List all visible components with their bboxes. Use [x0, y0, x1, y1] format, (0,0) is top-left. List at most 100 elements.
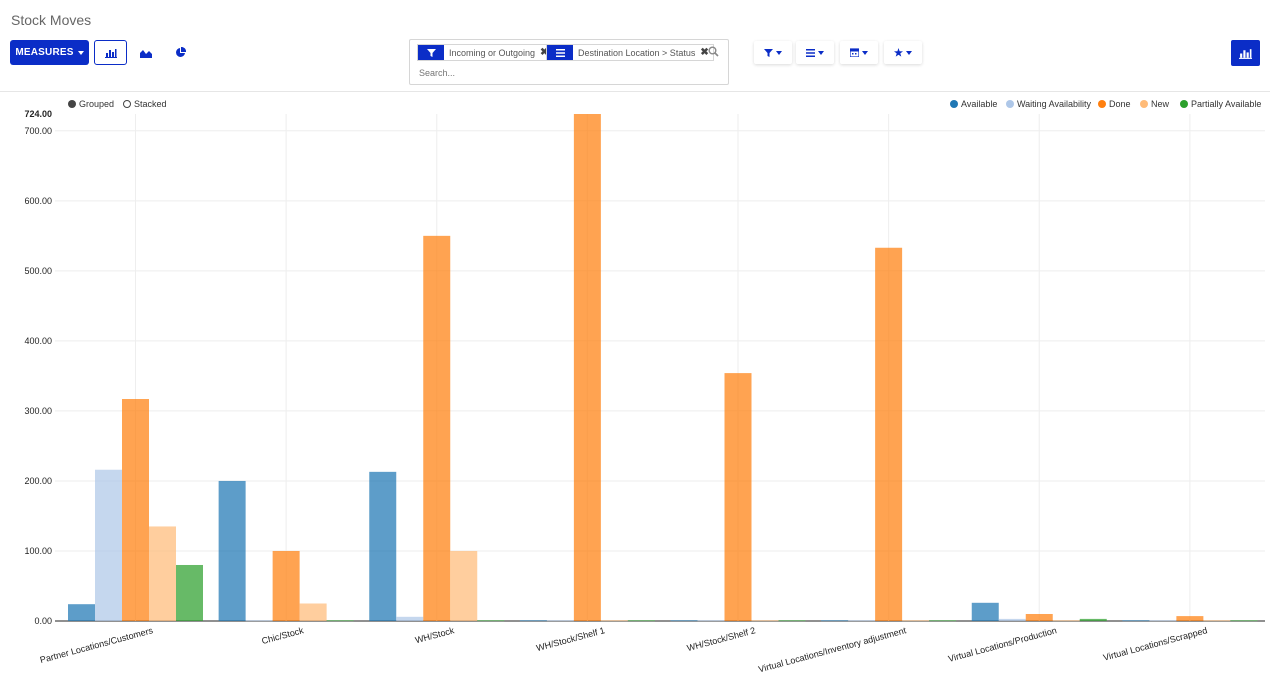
y-max-label: 724.00 — [24, 109, 52, 119]
bar[interactable] — [929, 620, 957, 622]
filters-dropdown-button[interactable] — [754, 41, 792, 64]
caret-down-icon — [77, 50, 84, 55]
facet-group-by[interactable]: Destination Location > Status ✖ — [546, 44, 714, 61]
caret-down-icon — [818, 50, 824, 55]
bar[interactable] — [1079, 618, 1107, 621]
bar-chart-button[interactable] — [94, 40, 127, 65]
y-tick-label: 300.00 — [24, 406, 52, 416]
bar[interactable] — [1203, 620, 1231, 622]
bar[interactable] — [68, 604, 95, 621]
measures-label: MEASURES — [15, 47, 74, 58]
legend-label: Done — [1109, 99, 1131, 109]
facet-filter[interactable]: Incoming or Outgoing ✖ — [417, 44, 554, 61]
bar[interactable] — [971, 602, 999, 621]
bar[interactable] — [1122, 620, 1150, 622]
x-tick-label: WH/Stock/Shelf 2 — [686, 625, 757, 653]
bar[interactable] — [122, 399, 149, 621]
bar[interactable] — [149, 526, 176, 621]
facet-label: Incoming or Outgoing — [449, 47, 536, 58]
bar[interactable] — [326, 620, 354, 622]
bar-chart: 0.00 100.00 200.00 300.00 400.00 500.00 600.00… — [24, 109, 1265, 674]
legend-waiting-availability[interactable]: Waiting Availability — [1006, 99, 1091, 109]
x-tick-label: WH/Stock — [414, 625, 456, 645]
bar[interactable] — [902, 620, 930, 622]
stacked-toggle[interactable]: Stacked — [123, 99, 167, 109]
line-chart-button[interactable] — [129, 40, 162, 65]
bar[interactable] — [519, 620, 547, 622]
y-tick-label: 100.00 — [24, 546, 52, 556]
legend-dot — [1140, 100, 1148, 108]
radio-checked-icon — [68, 100, 76, 108]
stacked-label: Stacked — [134, 99, 167, 109]
y-tick-label: 600.00 — [24, 196, 52, 206]
bar[interactable] — [778, 620, 806, 622]
facet-label: Destination Location > Status — [578, 47, 696, 58]
bar[interactable] — [218, 480, 246, 621]
bar[interactable] — [600, 620, 628, 622]
bar[interactable] — [1176, 616, 1204, 621]
area-chart-icon — [139, 49, 152, 58]
filter-icon — [764, 48, 773, 57]
x-tick-label: Virtual Locations/Scrapped — [1102, 625, 1208, 662]
x-tick-label: WH/Stock/Shelf 1 — [535, 625, 606, 653]
bar[interactable] — [450, 550, 478, 621]
x-tick-label: Chic/Stock — [261, 625, 306, 646]
radio-unchecked-icon — [123, 100, 131, 108]
bar[interactable] — [1025, 613, 1053, 621]
close-icon[interactable]: ✖ — [700, 47, 709, 58]
bar[interactable] — [176, 564, 203, 621]
chart-bars — [68, 114, 1258, 622]
grouped-toggle[interactable]: Grouped — [68, 99, 114, 109]
search-input[interactable] — [419, 66, 709, 80]
bar[interactable] — [724, 373, 752, 621]
graph-view-switch-button[interactable] — [1231, 40, 1260, 66]
calendar-icon — [850, 48, 859, 57]
star-icon — [894, 48, 903, 57]
favorites-dropdown-button[interactable] — [884, 41, 922, 64]
bar-chart-icon — [1239, 48, 1252, 59]
caret-down-icon — [776, 50, 782, 55]
group-by-icon — [547, 45, 573, 60]
bar[interactable] — [245, 620, 273, 622]
measures-button[interactable]: MEASURES — [10, 40, 89, 65]
y-tick-label: 0.00 — [34, 616, 52, 626]
bar[interactable] — [95, 469, 122, 621]
legend-partially-available[interactable]: Partially Available — [1180, 99, 1261, 109]
bar[interactable] — [848, 620, 876, 622]
bar[interactable] — [998, 618, 1026, 621]
legend-done[interactable]: Done — [1098, 99, 1131, 109]
y-tick-label: 400.00 — [24, 336, 52, 346]
bar[interactable] — [369, 471, 397, 621]
comparison-dropdown-button[interactable] — [840, 41, 878, 64]
bar[interactable] — [272, 550, 300, 621]
legend-new[interactable]: New — [1140, 99, 1169, 109]
bar[interactable] — [1149, 620, 1177, 622]
y-axis: 0.00 100.00 200.00 300.00 400.00 500.00 600.00… — [24, 109, 52, 626]
bar[interactable] — [299, 603, 327, 621]
bar[interactable] — [546, 620, 574, 622]
group-by-dropdown-button[interactable] — [796, 41, 834, 64]
legend-label: New — [1151, 99, 1170, 109]
y-tick-label: 700.00 — [24, 126, 52, 136]
bar[interactable] — [423, 235, 451, 621]
bar[interactable] — [670, 620, 698, 622]
bar[interactable] — [751, 620, 779, 622]
bar[interactable] — [697, 620, 725, 622]
bar[interactable] — [875, 247, 903, 622]
close-icon[interactable]: ✖ — [540, 47, 549, 58]
legend-label: Waiting Availability — [1017, 99, 1092, 109]
bar[interactable] — [1052, 620, 1080, 622]
legend-dot — [1098, 100, 1106, 108]
search-view[interactable]: Incoming or Outgoing ✖ Destination Locat… — [409, 39, 729, 85]
bar[interactable] — [1230, 620, 1258, 622]
legend-available[interactable]: Available — [950, 99, 997, 109]
bar[interactable] — [396, 616, 424, 621]
bar[interactable] — [627, 620, 655, 622]
group-by-icon — [806, 48, 815, 57]
control-panel: Stock Moves MEASURES Incoming or Outgoin… — [0, 0, 1270, 92]
bar[interactable] — [477, 620, 505, 622]
search-icon[interactable] — [708, 46, 719, 57]
pie-chart-button[interactable] — [164, 40, 197, 65]
bar[interactable] — [821, 620, 849, 622]
bar[interactable] — [573, 114, 601, 621]
